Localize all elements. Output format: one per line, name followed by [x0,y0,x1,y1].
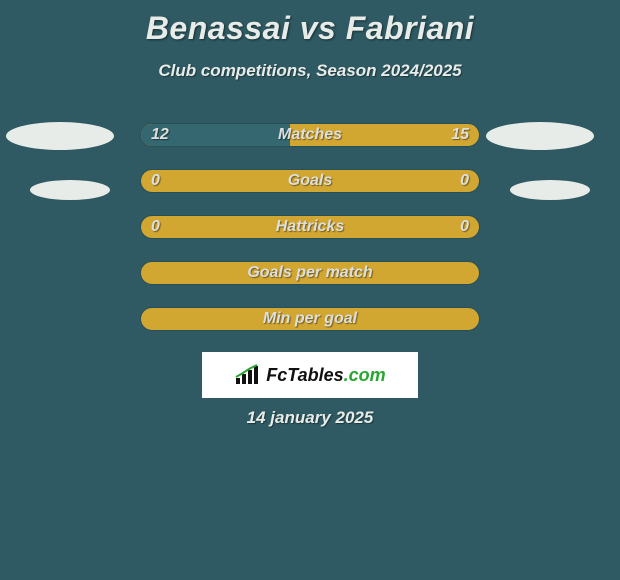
page-subtitle: Club competitions, Season 2024/2025 [0,61,620,81]
stat-bar: Min per goal [140,307,480,331]
comparison-infographic: Benassai vs Fabriani Club competitions, … [0,0,620,580]
stat-value-left [151,308,191,330]
brand-tld: .com [344,365,386,385]
stat-value-right: 0 [429,216,469,238]
stat-bar: 0 Hattricks 0 [140,215,480,239]
stat-bar: Goals per match [140,261,480,285]
generated-date: 14 january 2025 [0,408,620,428]
stat-bar: 12 Matches 15 [140,123,480,147]
stat-row-min-per-goal: Min per goal [0,307,620,353]
stat-value-left: 0 [151,216,191,238]
brand-logo: FcTables.com [202,352,418,398]
brand-name: FcTables [266,365,343,385]
bar-chart-icon [234,364,260,386]
stat-value-right: 0 [429,170,469,192]
stat-value-left: 0 [151,170,191,192]
stat-bar: 0 Goals 0 [140,169,480,193]
stat-value-right [429,308,469,330]
stat-row-matches: 12 Matches 15 [0,123,620,169]
stat-row-goals-per-match: Goals per match [0,261,620,307]
stat-row-hattricks: 0 Hattricks 0 [0,215,620,261]
stats-block: 12 Matches 15 0 Goals 0 0 Hattricks 0 [0,123,620,353]
stat-value-left: 12 [151,124,191,146]
stat-value-right: 15 [429,124,469,146]
stat-value-right [429,262,469,284]
page-title: Benassai vs Fabriani [0,0,620,47]
stat-row-goals: 0 Goals 0 [0,169,620,215]
stat-value-left [151,262,191,284]
brand-text: FcTables.com [266,365,385,386]
